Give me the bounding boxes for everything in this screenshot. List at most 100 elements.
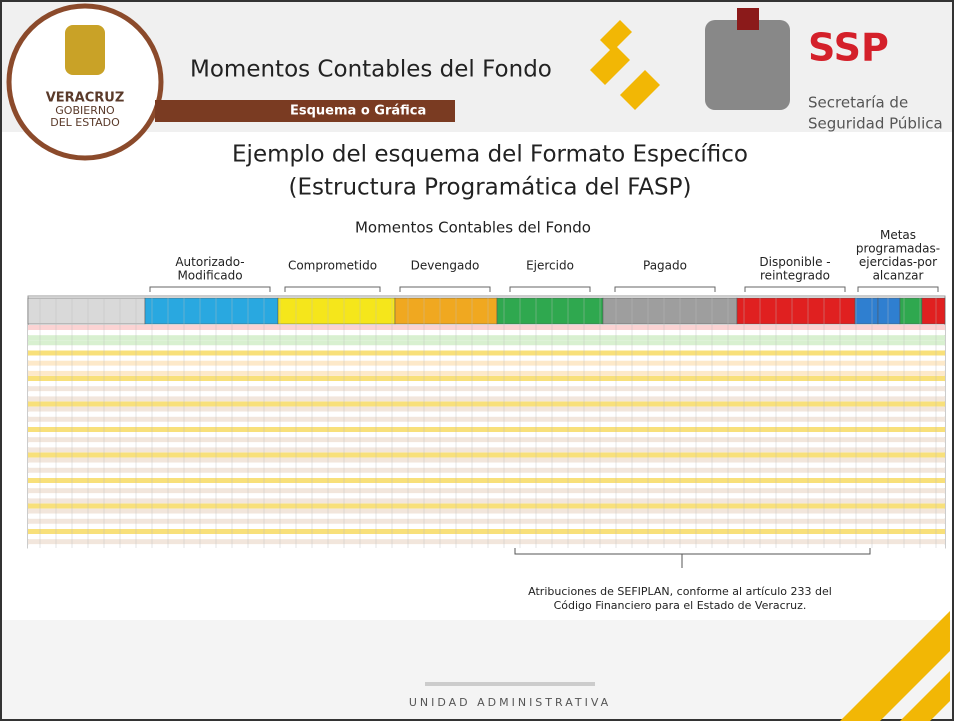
footer-band bbox=[2, 620, 952, 719]
table-row bbox=[28, 391, 945, 397]
table-row bbox=[28, 381, 945, 387]
note: Atribuciones de SEFIPLAN, conforme al ar… bbox=[528, 585, 832, 598]
table-header bbox=[921, 297, 946, 325]
table-row bbox=[28, 335, 945, 341]
group-label: Metas bbox=[880, 228, 916, 242]
group-label: Autorizado- bbox=[175, 255, 244, 269]
table-row bbox=[28, 416, 945, 422]
group-bracket bbox=[509, 286, 591, 292]
table-row bbox=[28, 432, 945, 438]
table-row bbox=[28, 539, 945, 545]
table-row bbox=[28, 427, 945, 432]
table-header bbox=[899, 297, 923, 325]
table-header bbox=[496, 297, 604, 325]
table-row bbox=[28, 442, 945, 448]
group-label: reintegrado bbox=[760, 269, 830, 283]
group-bracket bbox=[857, 286, 939, 292]
table-row bbox=[28, 478, 945, 483]
ssp-emblem bbox=[705, 20, 790, 110]
table-row bbox=[28, 472, 945, 478]
group-label: Modificado bbox=[177, 269, 242, 283]
group-bracket bbox=[744, 286, 846, 292]
table-row bbox=[28, 452, 945, 458]
group-label: alcanzar bbox=[873, 269, 924, 283]
table-row bbox=[28, 350, 945, 356]
slide-title: (Estructura Programática del FASP) bbox=[289, 175, 692, 201]
table-row bbox=[28, 544, 945, 550]
table-row bbox=[28, 462, 945, 468]
table-row bbox=[28, 518, 945, 524]
table-header bbox=[877, 297, 901, 325]
table-row bbox=[28, 498, 945, 504]
table-row bbox=[28, 406, 945, 412]
table-row bbox=[28, 345, 945, 351]
group-label: Ejercido bbox=[526, 259, 574, 273]
table-header bbox=[144, 297, 279, 325]
header-subtitle: Esquema o Gráfica bbox=[290, 104, 426, 119]
table-row bbox=[28, 523, 945, 529]
table-row bbox=[28, 529, 945, 534]
logo-ring bbox=[6, 3, 164, 161]
table-row bbox=[28, 503, 945, 509]
column-groups: Autorizado-Modificado Comprometido Devenga… bbox=[149, 228, 940, 292]
decor bbox=[590, 20, 950, 721]
group-bracket bbox=[399, 286, 491, 292]
table-row bbox=[28, 493, 945, 499]
table-row bbox=[28, 457, 945, 463]
logo-text: VERACRUZ bbox=[46, 91, 125, 106]
group-label: programadas- bbox=[856, 242, 940, 256]
table-row bbox=[28, 355, 945, 361]
table-row bbox=[28, 483, 945, 489]
table-row bbox=[28, 360, 945, 366]
table-row bbox=[28, 508, 945, 514]
table-header bbox=[27, 297, 146, 325]
table-row bbox=[28, 365, 945, 371]
group-label: ejercidas-por bbox=[859, 255, 937, 269]
header-bar bbox=[155, 100, 455, 122]
table-row bbox=[28, 396, 945, 402]
ssp-name: Seguridad Pública bbox=[808, 115, 943, 133]
table-header bbox=[854, 297, 879, 325]
ssp-acronym: SSP bbox=[808, 26, 889, 70]
table-row bbox=[28, 421, 945, 427]
table-row bbox=[28, 488, 945, 494]
table-row bbox=[28, 411, 945, 417]
group-label: Pagado bbox=[643, 259, 687, 273]
table-row bbox=[28, 325, 945, 330]
table-row bbox=[28, 376, 945, 381]
table-row bbox=[28, 437, 945, 443]
footer: UNIDAD ADMINISTRATIVA bbox=[409, 696, 611, 709]
table-row bbox=[28, 513, 945, 519]
table-row bbox=[28, 447, 945, 453]
slide-title: Ejemplo del esquema del Formato Específi… bbox=[232, 142, 748, 168]
table-row bbox=[28, 401, 945, 407]
group-bracket bbox=[614, 286, 716, 292]
table-row bbox=[28, 340, 945, 346]
logo-emblem bbox=[65, 25, 105, 75]
group-label: Comprometido bbox=[288, 259, 377, 273]
brace bbox=[514, 548, 871, 568]
group-label: Devengado bbox=[411, 259, 480, 273]
table-row bbox=[28, 467, 945, 473]
logo-text: DEL ESTADO bbox=[50, 116, 120, 129]
group-bracket bbox=[149, 286, 271, 292]
table-header bbox=[602, 297, 738, 325]
logo-text: GOBIERNO bbox=[55, 104, 115, 117]
table-row bbox=[28, 386, 945, 392]
group-bracket bbox=[284, 286, 381, 292]
table-header bbox=[736, 297, 856, 325]
ssp-cross bbox=[737, 8, 759, 30]
group-label: Disponible - bbox=[759, 255, 830, 269]
slide-subtitle: Momentos Contables del Fondo bbox=[355, 219, 591, 237]
ssp-name: Secretaría de bbox=[808, 94, 908, 112]
table-header bbox=[394, 297, 498, 325]
table-row bbox=[28, 330, 945, 336]
header-title: Momentos Contables del Fondo bbox=[190, 57, 552, 83]
note: Código Financiero para el Estado de Vera… bbox=[554, 599, 807, 612]
table-header bbox=[277, 297, 396, 325]
table-row bbox=[28, 370, 945, 376]
table-image bbox=[27, 295, 946, 550]
table-row bbox=[28, 534, 945, 540]
